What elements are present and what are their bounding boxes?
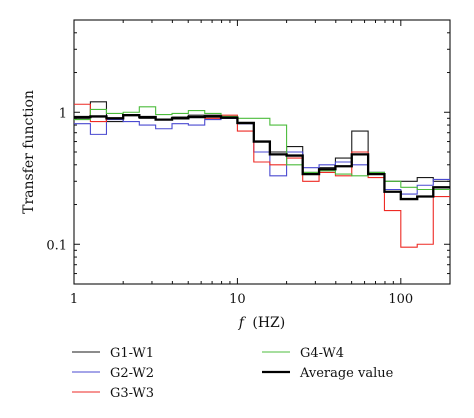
tick-layer — [73, 19, 451, 285]
y-tick-label: 0.1 — [46, 238, 67, 253]
legend-label-3: G3-W3 — [110, 386, 154, 401]
legend-label-2: G2-W2 — [110, 366, 154, 381]
series-line-4 — [74, 106, 450, 191]
y-axis-title: Transfer function — [21, 90, 37, 214]
legend-label-1: G1-W1 — [110, 346, 154, 361]
x-tick-label: 1 — [70, 292, 78, 307]
y-tick-label: 1 — [59, 106, 67, 121]
series-line-3 — [74, 103, 450, 248]
x-axis-unit: (HZ) — [252, 315, 285, 331]
plot-area — [73, 19, 451, 285]
x-tick-label: 10 — [229, 292, 246, 307]
x-tick-label: 100 — [388, 292, 413, 307]
x-axis-symbol: f — [238, 315, 247, 331]
x-axis-title: f (HZ) — [238, 315, 286, 331]
legend-label-4: G4-W4 — [300, 346, 344, 361]
series-line-5 — [74, 114, 450, 201]
legend-label-5: Average value — [299, 366, 394, 381]
series-line-2 — [74, 117, 450, 195]
legend: G1-W1 G2-W2 G3-W3 G4-W4 Average value — [72, 346, 394, 401]
series-layer — [74, 101, 450, 248]
